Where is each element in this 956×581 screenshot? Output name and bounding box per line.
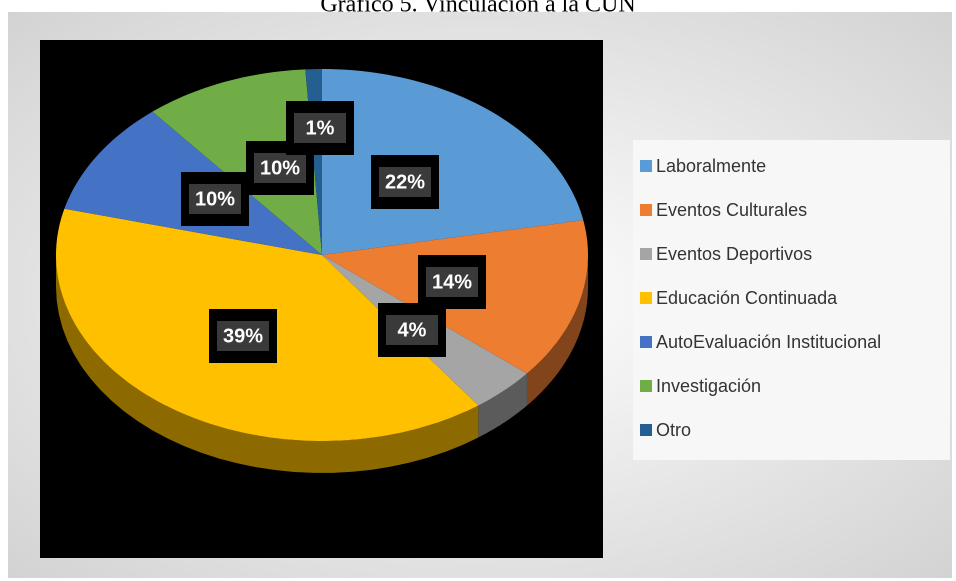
data-label: 1% [306, 117, 335, 139]
data-label: 4% [398, 319, 427, 341]
chart-title: Gráfico 5. Vinculación a la CUN [320, 0, 635, 18]
data-label-inner [217, 321, 269, 351]
data-label-inner [294, 113, 346, 143]
data-label: 10% [195, 188, 235, 210]
legend-box [633, 140, 950, 460]
data-label-inner [426, 267, 478, 297]
legend-swatch [640, 204, 652, 216]
legend-label: Laboralmente [656, 156, 766, 176]
legend-label: Educación Continuada [656, 288, 838, 308]
legend-swatch [640, 248, 652, 260]
legend-label: Otro [656, 420, 691, 440]
legend-swatch [640, 292, 652, 304]
data-label-inner [189, 184, 241, 214]
legend-label: AutoEvaluación Institucional [656, 332, 881, 352]
legend-label: Eventos Culturales [656, 200, 807, 220]
legend-label: Eventos Deportivos [656, 244, 812, 264]
data-label: 22% [385, 171, 425, 193]
legend-swatch [640, 380, 652, 392]
slice-side [478, 373, 527, 438]
data-label-inner [386, 315, 438, 345]
slice [152, 69, 322, 255]
data-label-inner [379, 167, 431, 197]
data-label: 39% [223, 325, 263, 347]
data-label: 14% [432, 271, 472, 293]
data-label-inner [254, 153, 306, 183]
legend-swatch [640, 424, 652, 436]
legend-swatch [640, 336, 652, 348]
slice-side [56, 255, 479, 473]
legend-swatch [640, 160, 652, 172]
slice-side [526, 255, 588, 406]
legend-label: Investigación [656, 376, 761, 396]
data-label: 10% [260, 157, 300, 179]
